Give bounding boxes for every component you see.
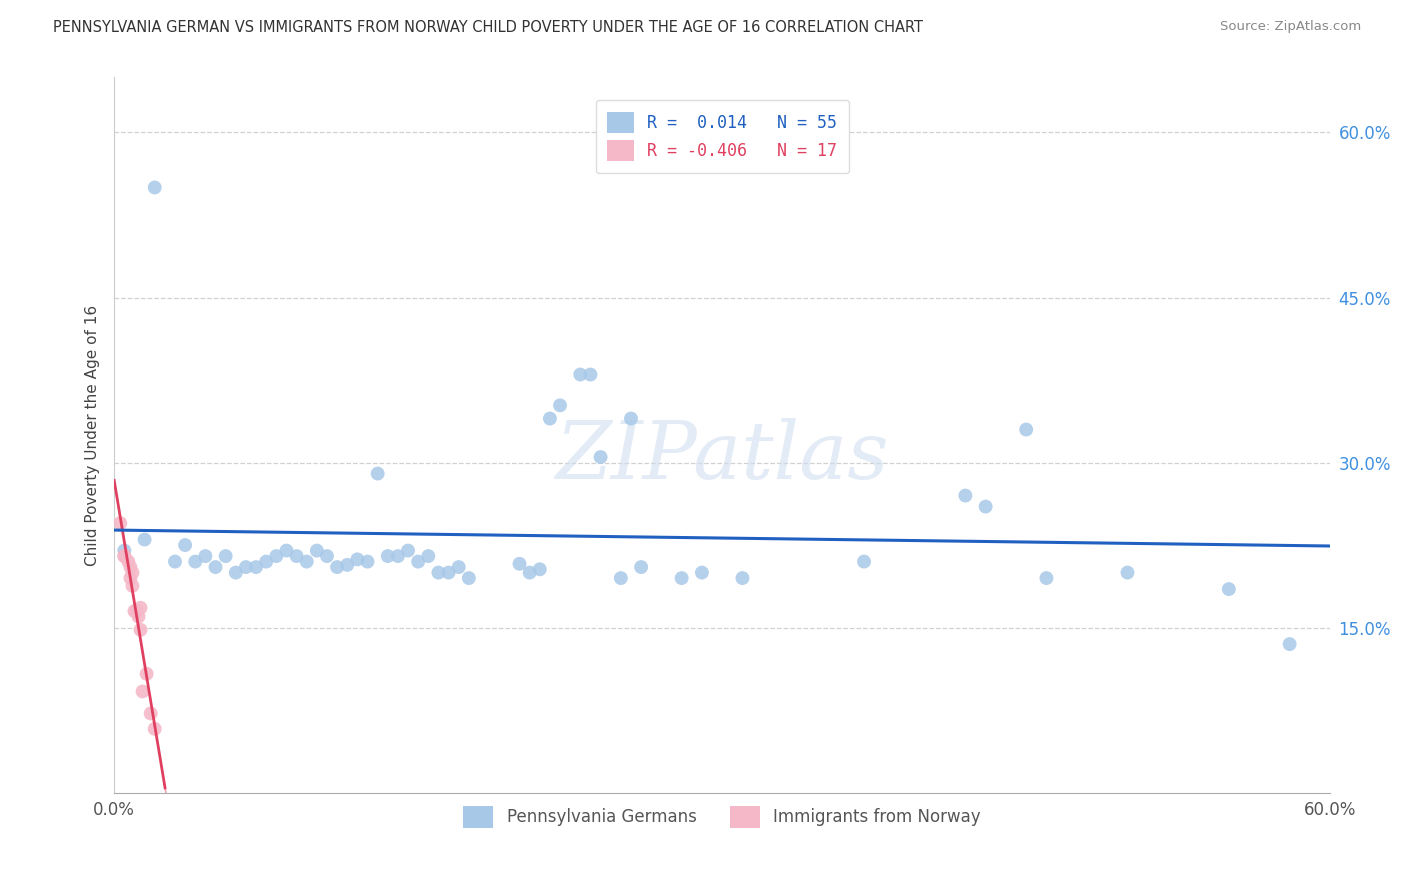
Point [529, 562, 551, 576]
Point [295, 555, 318, 569]
Point [620, 411, 643, 425]
Point [121, 566, 143, 580]
Point [1035, 571, 1057, 585]
Point [125, 604, 148, 618]
Point [326, 560, 349, 574]
Point [285, 549, 308, 563]
Point [406, 555, 429, 569]
Point [1218, 582, 1240, 596]
Point [112, 549, 135, 563]
Point [305, 543, 328, 558]
Point [569, 368, 592, 382]
Point [124, 604, 146, 618]
Point [129, 600, 152, 615]
Point [254, 555, 277, 569]
Point [396, 543, 419, 558]
Point [143, 722, 166, 736]
Point [163, 555, 186, 569]
Point [204, 560, 226, 574]
Point [245, 560, 267, 574]
Point [112, 543, 135, 558]
Point [367, 467, 389, 481]
Point [316, 549, 339, 563]
Point [548, 398, 571, 412]
Point [955, 489, 977, 503]
Point [610, 571, 633, 585]
Point [457, 571, 479, 585]
Point [143, 180, 166, 194]
Point [387, 549, 409, 563]
Point [112, 549, 135, 563]
Point [346, 552, 368, 566]
Point [121, 579, 143, 593]
Point [690, 566, 713, 580]
Point [110, 516, 132, 530]
Point [437, 566, 460, 580]
Point [356, 555, 378, 569]
Point [174, 538, 197, 552]
Point [589, 450, 612, 464]
Point [853, 555, 876, 569]
Point [974, 500, 997, 514]
Point [225, 566, 247, 580]
Point [519, 566, 541, 580]
Text: ZIPatlas: ZIPatlas [555, 417, 889, 495]
Point [427, 566, 450, 580]
Text: Source: ZipAtlas.com: Source: ZipAtlas.com [1220, 20, 1361, 33]
Point [184, 555, 207, 569]
Point [135, 666, 157, 681]
Point [336, 558, 359, 572]
Point [508, 557, 530, 571]
Point [139, 706, 162, 721]
Point [131, 684, 153, 698]
Y-axis label: Child Poverty Under the Age of 16: Child Poverty Under the Age of 16 [86, 304, 100, 566]
Point [214, 549, 236, 563]
Point [731, 571, 754, 585]
Point [447, 560, 470, 574]
Point [630, 560, 652, 574]
Point [128, 609, 150, 624]
Point [1278, 637, 1301, 651]
Point [129, 623, 152, 637]
Point [538, 411, 561, 425]
Point [276, 543, 298, 558]
Point [671, 571, 693, 585]
Point [418, 549, 440, 563]
Legend: Pennsylvania Germans, Immigrants from Norway: Pennsylvania Germans, Immigrants from No… [457, 799, 987, 834]
Point [579, 368, 602, 382]
Point [120, 560, 142, 574]
Point [117, 555, 139, 569]
Text: PENNSYLVANIA GERMAN VS IMMIGRANTS FROM NORWAY CHILD POVERTY UNDER THE AGE OF 16 : PENNSYLVANIA GERMAN VS IMMIGRANTS FROM N… [53, 20, 924, 35]
Point [266, 549, 288, 563]
Point [377, 549, 399, 563]
Point [194, 549, 217, 563]
Point [235, 560, 257, 574]
Point [120, 571, 142, 585]
Point [1116, 566, 1139, 580]
Point [1015, 423, 1038, 437]
Point [134, 533, 156, 547]
